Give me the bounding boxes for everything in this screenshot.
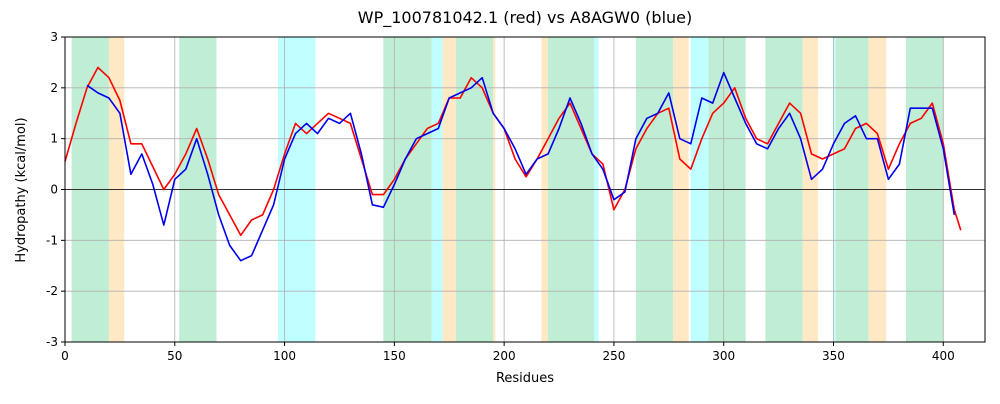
y-tick-label: 2 (50, 81, 58, 95)
x-tick-label: 50 (167, 349, 182, 363)
plot-frame (64, 36, 986, 343)
x-tick-label: 150 (383, 349, 406, 363)
x-tick-label: 0 (61, 349, 69, 363)
y-tick-label: 0 (50, 183, 58, 197)
series-line (86, 71, 956, 262)
x-tick-label: 250 (602, 349, 625, 363)
x-axis-label: Residues (496, 371, 554, 386)
x-tick-label: 200 (493, 349, 516, 363)
x-tick-label: 300 (712, 349, 735, 363)
y-tick-label: -2 (46, 284, 58, 298)
x-tick-label: 350 (822, 349, 845, 363)
x-tick-label: 100 (273, 349, 296, 363)
y-tick-label: -3 (46, 335, 58, 349)
y-axis-label: Hydropathy (kcal/mol) (14, 117, 29, 262)
chart-title: WP_100781042.1 (red) vs A8AGW0 (blue) (358, 8, 692, 28)
x-tick-label: 400 (932, 349, 955, 363)
y-tick-label: 1 (50, 132, 58, 146)
series-line (64, 66, 962, 237)
y-tick-label: 3 (50, 30, 58, 44)
y-tick-label: -1 (46, 233, 58, 247)
